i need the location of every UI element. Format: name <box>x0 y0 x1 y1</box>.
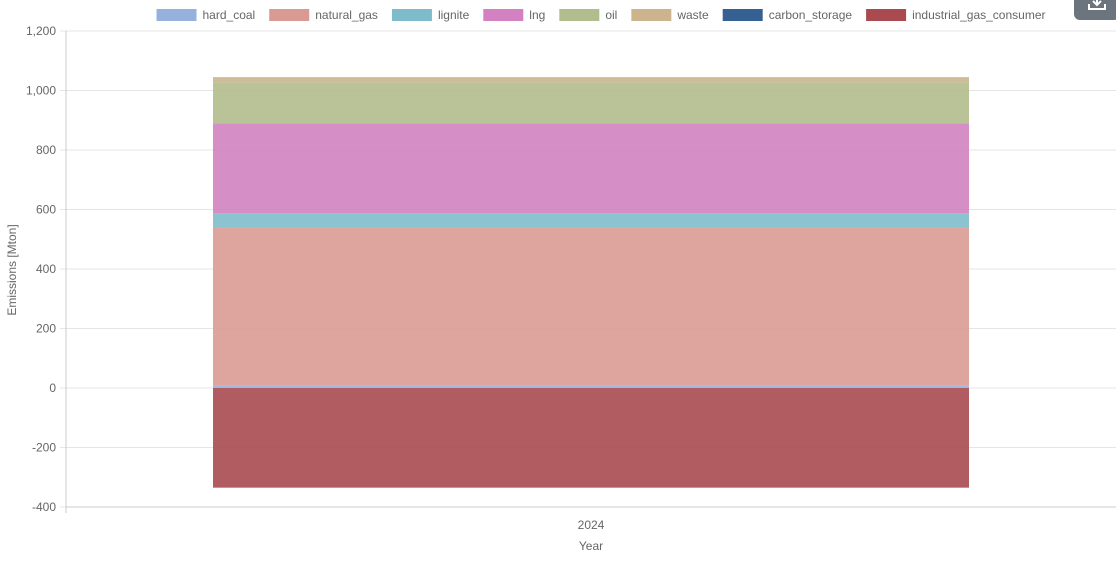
y-tick-label: -400 <box>32 500 56 514</box>
legend-item-lignite[interactable]: lignite <box>391 8 470 22</box>
legend-swatch <box>269 9 310 21</box>
y-tick-label: 0 <box>49 381 56 395</box>
download-icon <box>1088 0 1106 10</box>
legend-swatch <box>631 9 672 21</box>
legend-label: hard_coal <box>203 8 256 22</box>
y-tick-label: 800 <box>36 143 56 157</box>
y-axis-label: Emissions [Mton] <box>5 224 19 315</box>
legend-item-hard-coal[interactable]: hard_coal <box>156 8 256 22</box>
legend-label: natural_gas <box>315 8 378 22</box>
y-tick-label: 1,200 <box>26 24 56 38</box>
axes: -400 -200 0 200 400 600 800 1,000 1,200 2024 <box>26 24 1116 532</box>
bar-segment-lng[interactable] <box>213 123 969 214</box>
legend-label: lignite <box>438 8 470 22</box>
y-tick-label: -200 <box>32 441 56 455</box>
y-tick-label: 400 <box>36 262 56 276</box>
legend-swatch <box>156 9 197 21</box>
download-button[interactable] <box>1074 0 1116 20</box>
y-tick-label: 1,000 <box>26 84 56 98</box>
legend-label: carbon_storage <box>769 8 853 22</box>
legend-swatch <box>559 9 600 21</box>
y-tick-label: 200 <box>36 322 56 336</box>
bar-segment-industrial-gas-consumer[interactable] <box>213 388 969 488</box>
x-tick-label: 2024 <box>578 518 605 532</box>
x-axis-label: Year <box>579 539 603 553</box>
legend-label: lng <box>529 8 545 22</box>
legend-item-carbon-storage[interactable]: carbon_storage <box>722 8 853 22</box>
legend-item-waste[interactable]: waste <box>631 8 709 22</box>
legend-item-lng[interactable]: lng <box>483 8 545 22</box>
bar-stack <box>213 77 969 488</box>
legend-item-industrial-gas-consumer[interactable]: industrial_gas_consumer <box>866 8 1045 22</box>
legend-item-natural-gas[interactable]: natural_gas <box>269 8 378 22</box>
legend-swatch <box>483 9 524 21</box>
legend: hard_coal natural_gas lignite lng oil waste ca… <box>156 8 1045 22</box>
legend-item-oil[interactable]: oil <box>559 8 617 22</box>
legend-swatch <box>391 9 432 21</box>
bar-segment-hard-coal[interactable] <box>213 385 969 388</box>
bar-segment-waste[interactable] <box>213 77 969 83</box>
y-tick-label: 600 <box>36 203 56 217</box>
bar-segment-natural-gas[interactable] <box>213 227 969 386</box>
legend-label: waste <box>676 8 709 22</box>
legend-swatch <box>722 9 763 21</box>
legend-label: oil <box>605 8 617 22</box>
legend-swatch <box>866 9 907 21</box>
legend-label: industrial_gas_consumer <box>912 8 1045 22</box>
bar-segment-lignite[interactable] <box>213 213 969 228</box>
bar-segment-oil[interactable] <box>213 82 969 124</box>
